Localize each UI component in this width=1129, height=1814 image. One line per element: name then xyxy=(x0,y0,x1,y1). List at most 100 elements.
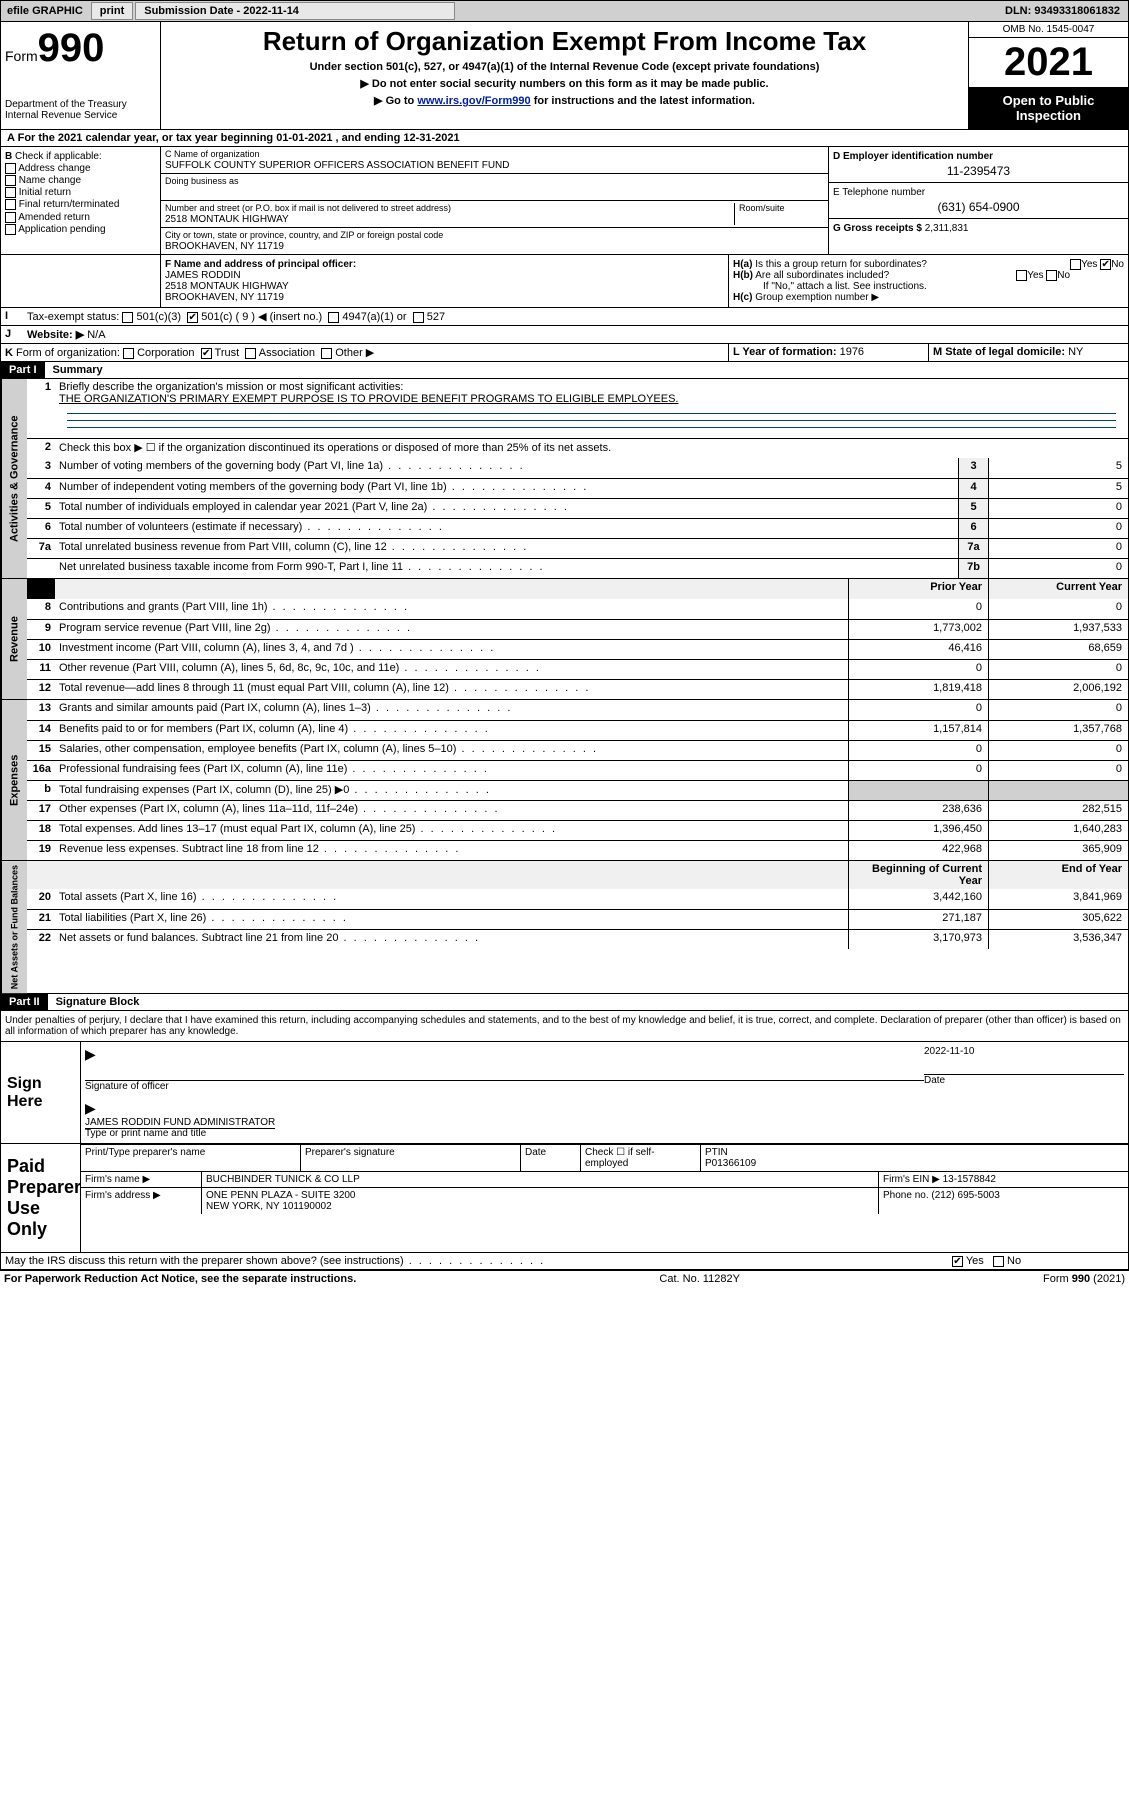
box-deg: D Employer identification number 11-2395… xyxy=(828,147,1128,254)
vtab-revenue: Revenue xyxy=(1,579,27,699)
irs-label: Internal Revenue Service xyxy=(5,110,156,121)
paid-preparer-block: Paid Preparer Use Only Print/Type prepar… xyxy=(0,1144,1129,1253)
discuss-no-checkbox[interactable] xyxy=(993,1256,1004,1267)
j-row: J Website: ▶ N/A xyxy=(0,326,1129,344)
net-col-header: Beginning of Current Year End of Year xyxy=(27,861,1128,889)
phone-value: (631) 654-0900 xyxy=(833,200,1124,214)
box-c: C Name of organization SUFFOLK COUNTY SU… xyxy=(161,147,828,254)
firm-name: BUCHBINDER TUNICK & CO LLP xyxy=(201,1172,878,1187)
form-subtitle-1: Under section 501(c), 527, or 4947(a)(1)… xyxy=(169,61,960,73)
chk-application-pending[interactable]: Application pending xyxy=(5,224,156,235)
chk-initial-return[interactable]: Initial return xyxy=(5,187,156,198)
data-line: 16a Professional fundraising fees (Part … xyxy=(27,760,1128,780)
omb-label: OMB No. 1545-0047 xyxy=(969,22,1128,38)
gov-line: 6 Total number of volunteers (estimate i… xyxy=(27,518,1128,538)
data-line: 18 Total expenses. Add lines 13–17 (must… xyxy=(27,820,1128,840)
data-line: 14 Benefits paid to or for members (Part… xyxy=(27,720,1128,740)
data-line: 20 Total assets (Part X, line 16) 3,442,… xyxy=(27,889,1128,909)
form-subtitle-3: ▶ Go to www.irs.gov/Form990 for instruct… xyxy=(169,94,960,107)
footer-left: For Paperwork Reduction Act Notice, see … xyxy=(4,1273,356,1285)
gov-line: 4 Number of independent voting members o… xyxy=(27,478,1128,498)
efile-label: efile GRAPHIC xyxy=(1,5,89,17)
form-title: Return of Organization Exempt From Incom… xyxy=(169,26,960,57)
data-line: 17 Other expenses (Part IX, column (A), … xyxy=(27,800,1128,820)
governance-section: Activities & Governance 1 Briefly descri… xyxy=(0,379,1129,579)
state-domicile: NY xyxy=(1068,346,1083,358)
data-line: 22 Net assets or fund balances. Subtract… xyxy=(27,929,1128,949)
fh-row: F Name and address of principal officer:… xyxy=(0,255,1129,308)
box-b: B Check if applicable: Address change Na… xyxy=(1,147,161,254)
chk-name-change[interactable]: Name change xyxy=(5,175,156,186)
discuss-row: May the IRS discuss this return with the… xyxy=(0,1253,1129,1270)
form-header: Form990 Department of the Treasury Inter… xyxy=(0,22,1129,130)
gov-line: 5 Total number of individuals employed i… xyxy=(27,498,1128,518)
dept-label: Department of the Treasury xyxy=(5,99,156,110)
period-row: A For the 2021 calendar year, or tax yea… xyxy=(0,130,1129,147)
data-line: 9 Program service revenue (Part VIII, li… xyxy=(27,619,1128,639)
data-line: 8 Contributions and grants (Part VIII, l… xyxy=(27,599,1128,619)
year-formation: 1976 xyxy=(840,346,864,358)
expenses-section: Expenses 13 Grants and similar amounts p… xyxy=(0,700,1129,861)
vtab-expenses: Expenses xyxy=(1,700,27,860)
netassets-section: Net Assets or Fund Balances Beginning of… xyxy=(0,861,1129,994)
sign-here-block: Sign Here ▶ Signature of officer 2022-11… xyxy=(0,1042,1129,1144)
dln-label: DLN: 93493318061832 xyxy=(1005,5,1128,17)
part1-header: Part I Summary xyxy=(0,362,1129,379)
org-street: 2518 MONTAUK HIGHWAY xyxy=(165,214,289,225)
ptin-value: P01366109 xyxy=(705,1158,756,1169)
data-line: 12 Total revenue—add lines 8 through 11 … xyxy=(27,679,1128,699)
open-public-badge: Open to Public Inspection xyxy=(969,87,1128,129)
rev-col-header: b Prior Year Current Year xyxy=(27,579,1128,599)
form-title-block: Return of Organization Exempt From Incom… xyxy=(161,22,968,129)
form-word: Form xyxy=(5,48,38,64)
org-info-block: B Check if applicable: Address change Na… xyxy=(0,147,1129,255)
print-button[interactable]: print xyxy=(91,2,133,20)
paid-preparer-label: Paid Preparer Use Only xyxy=(1,1144,81,1252)
chk-address-change[interactable]: Address change xyxy=(5,163,156,174)
ij-row: I Tax-exempt status: 501(c)(3) 501(c) ( … xyxy=(0,308,1129,326)
form-id-block: Form990 Department of the Treasury Inter… xyxy=(1,22,161,129)
form-subtitle-2: ▶ Do not enter social security numbers o… xyxy=(169,77,960,90)
revenue-section: Revenue b Prior Year Current Year 8 Cont… xyxy=(0,579,1129,700)
data-line: 19 Revenue less expenses. Subtract line … xyxy=(27,840,1128,860)
firm-phone: (212) 695-5003 xyxy=(931,1190,999,1201)
tax-year: 2021 xyxy=(969,38,1128,87)
chk-final-return[interactable]: Final return/terminated xyxy=(5,199,156,210)
submission-date-button[interactable]: Submission Date - 2022-11-14 xyxy=(135,2,455,20)
irs-link[interactable]: www.irs.gov/Form990 xyxy=(417,95,530,107)
data-line: b Total fundraising expenses (Part IX, c… xyxy=(27,780,1128,800)
footer-right: Form 990 (2021) xyxy=(1043,1273,1125,1285)
website-value: N/A xyxy=(87,329,105,341)
chk-amended-return[interactable]: Amended return xyxy=(5,212,156,223)
org-city: BROOKHAVEN, NY 11719 xyxy=(165,241,284,252)
form-year-block: OMB No. 1545-0047 2021 Open to Public In… xyxy=(968,22,1128,129)
mission-text: THE ORGANIZATION'S PRIMARY EXEMPT PURPOS… xyxy=(59,393,678,405)
officer-name: JAMES RODDIN xyxy=(165,270,241,281)
data-line: 15 Salaries, other compensation, employe… xyxy=(27,740,1128,760)
firm-ein: 13-1578842 xyxy=(943,1174,996,1185)
gov-line: 7a Total unrelated business revenue from… xyxy=(27,538,1128,558)
org-name: SUFFOLK COUNTY SUPERIOR OFFICERS ASSOCIA… xyxy=(165,160,510,171)
part2-header: Part II Signature Block xyxy=(0,994,1129,1011)
box-h: H(a) Is this a group return for subordin… xyxy=(728,255,1128,307)
declaration-text: Under penalties of perjury, I declare th… xyxy=(0,1011,1129,1042)
gov-line: Net unrelated business taxable income fr… xyxy=(27,558,1128,578)
period-text: A For the 2021 calendar year, or tax yea… xyxy=(1,130,466,146)
gov-line: 3 Number of voting members of the govern… xyxy=(27,458,1128,478)
data-line: 13 Grants and similar amounts paid (Part… xyxy=(27,700,1128,720)
sign-here-label: Sign Here xyxy=(1,1042,81,1143)
box-f: F Name and address of principal officer:… xyxy=(161,255,728,307)
data-line: 10 Investment income (Part VIII, column … xyxy=(27,639,1128,659)
top-bar: efile GRAPHIC print Submission Date - 20… xyxy=(0,0,1129,22)
footer-mid: Cat. No. 11282Y xyxy=(659,1273,740,1285)
data-line: 21 Total liabilities (Part X, line 26) 2… xyxy=(27,909,1128,929)
vtab-netassets: Net Assets or Fund Balances xyxy=(1,861,27,993)
klm-row: K Form of organization: Corporation Trus… xyxy=(0,344,1129,362)
ein-value: 11-2395473 xyxy=(833,164,1124,178)
vtab-governance: Activities & Governance xyxy=(1,379,27,578)
discuss-yes-checkbox[interactable] xyxy=(952,1256,963,1267)
page-footer: For Paperwork Reduction Act Notice, see … xyxy=(0,1270,1129,1287)
data-line: 11 Other revenue (Part VIII, column (A),… xyxy=(27,659,1128,679)
sig-date-value: 2022-11-10 xyxy=(924,1046,974,1057)
form-number: 990 xyxy=(38,26,105,70)
